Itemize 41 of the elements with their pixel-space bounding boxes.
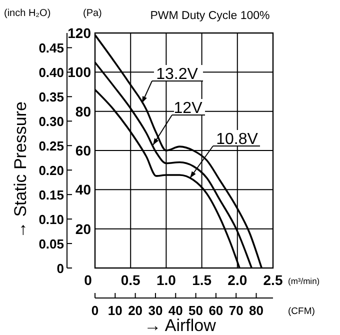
y2-axis-title: (inch H₂O) bbox=[4, 8, 51, 19]
x-axis-title: (m³/min) bbox=[288, 276, 320, 286]
chart-title: PWM Duty Cycle 100% bbox=[150, 10, 270, 22]
x2-tick-label: 30 bbox=[148, 303, 163, 318]
y-axis-title: (Pa) bbox=[83, 8, 102, 19]
y2-tick-label: 0.35 bbox=[38, 90, 64, 105]
y-tick-label: 40 bbox=[75, 182, 92, 198]
x2-tick-label: 70 bbox=[228, 303, 244, 318]
y2-tick-label: 0.45 bbox=[38, 40, 64, 56]
y2-tick-label: 0.25 bbox=[38, 138, 64, 154]
x2-tick-label: 0 bbox=[91, 303, 99, 318]
text: → Static Pressure bbox=[11, 102, 30, 238]
legend-label: 12V bbox=[174, 100, 203, 117]
x-tick-label: 1.5 bbox=[192, 272, 212, 288]
y2-tick-label: 0.40 bbox=[38, 65, 64, 80]
y2-tick-label: 0 bbox=[56, 261, 64, 276]
y2-tick-label: 0.05 bbox=[38, 236, 64, 252]
x2-tick-label: 20 bbox=[128, 303, 143, 318]
x2-tick-label: 60 bbox=[208, 303, 224, 318]
y-tick-label: 120 bbox=[68, 25, 92, 41]
x2-axis-title: (CFM) bbox=[288, 306, 315, 317]
text: → Airflow bbox=[144, 316, 217, 335]
x2-tick-label: 10 bbox=[108, 303, 122, 318]
text: 10.8V bbox=[216, 131, 258, 148]
y2-tick-label: 0.10 bbox=[38, 212, 64, 228]
x2-tick-label: 40 bbox=[168, 303, 183, 318]
x2-tick-label: 80 bbox=[249, 303, 264, 318]
y2-tick-label: 0.20 bbox=[38, 163, 64, 178]
y-tick-label: 80 bbox=[75, 103, 92, 120]
x-tick-label: 0.5 bbox=[120, 272, 141, 288]
y-tick-label: 100 bbox=[68, 64, 92, 80]
x-tick-label: 0 bbox=[84, 272, 92, 288]
y-tick-label: 60 bbox=[75, 142, 92, 158]
y2-tick-label: 0.30 bbox=[38, 114, 64, 130]
y-tick-label: 20 bbox=[75, 220, 92, 237]
x-tick-label: 1.0 bbox=[156, 272, 176, 288]
x-tick-label: 2.5 bbox=[263, 272, 283, 288]
series-label: 13.2V bbox=[156, 66, 198, 83]
x2-tick-label: 50 bbox=[188, 303, 204, 318]
x-tick-label: 2.0 bbox=[228, 272, 248, 288]
y2-tick-label: 0.15 bbox=[38, 188, 64, 203]
